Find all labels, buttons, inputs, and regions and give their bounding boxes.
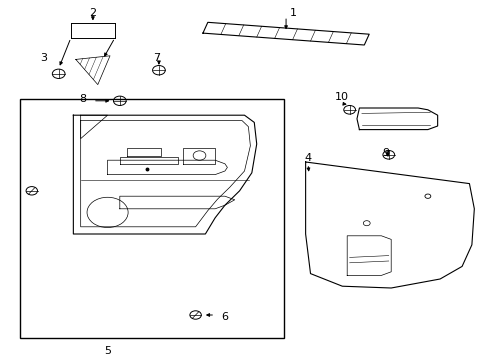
Text: 5: 5 xyxy=(104,346,111,356)
Text: 9: 9 xyxy=(382,148,389,158)
Text: 1: 1 xyxy=(289,8,296,18)
Bar xyxy=(20,99,283,338)
Text: 7: 7 xyxy=(153,53,160,63)
Text: 10: 10 xyxy=(335,92,348,102)
Text: 6: 6 xyxy=(221,312,228,322)
Text: 4: 4 xyxy=(304,153,311,163)
Text: 8: 8 xyxy=(80,94,86,104)
Text: 2: 2 xyxy=(89,8,96,18)
Text: 3: 3 xyxy=(41,53,47,63)
